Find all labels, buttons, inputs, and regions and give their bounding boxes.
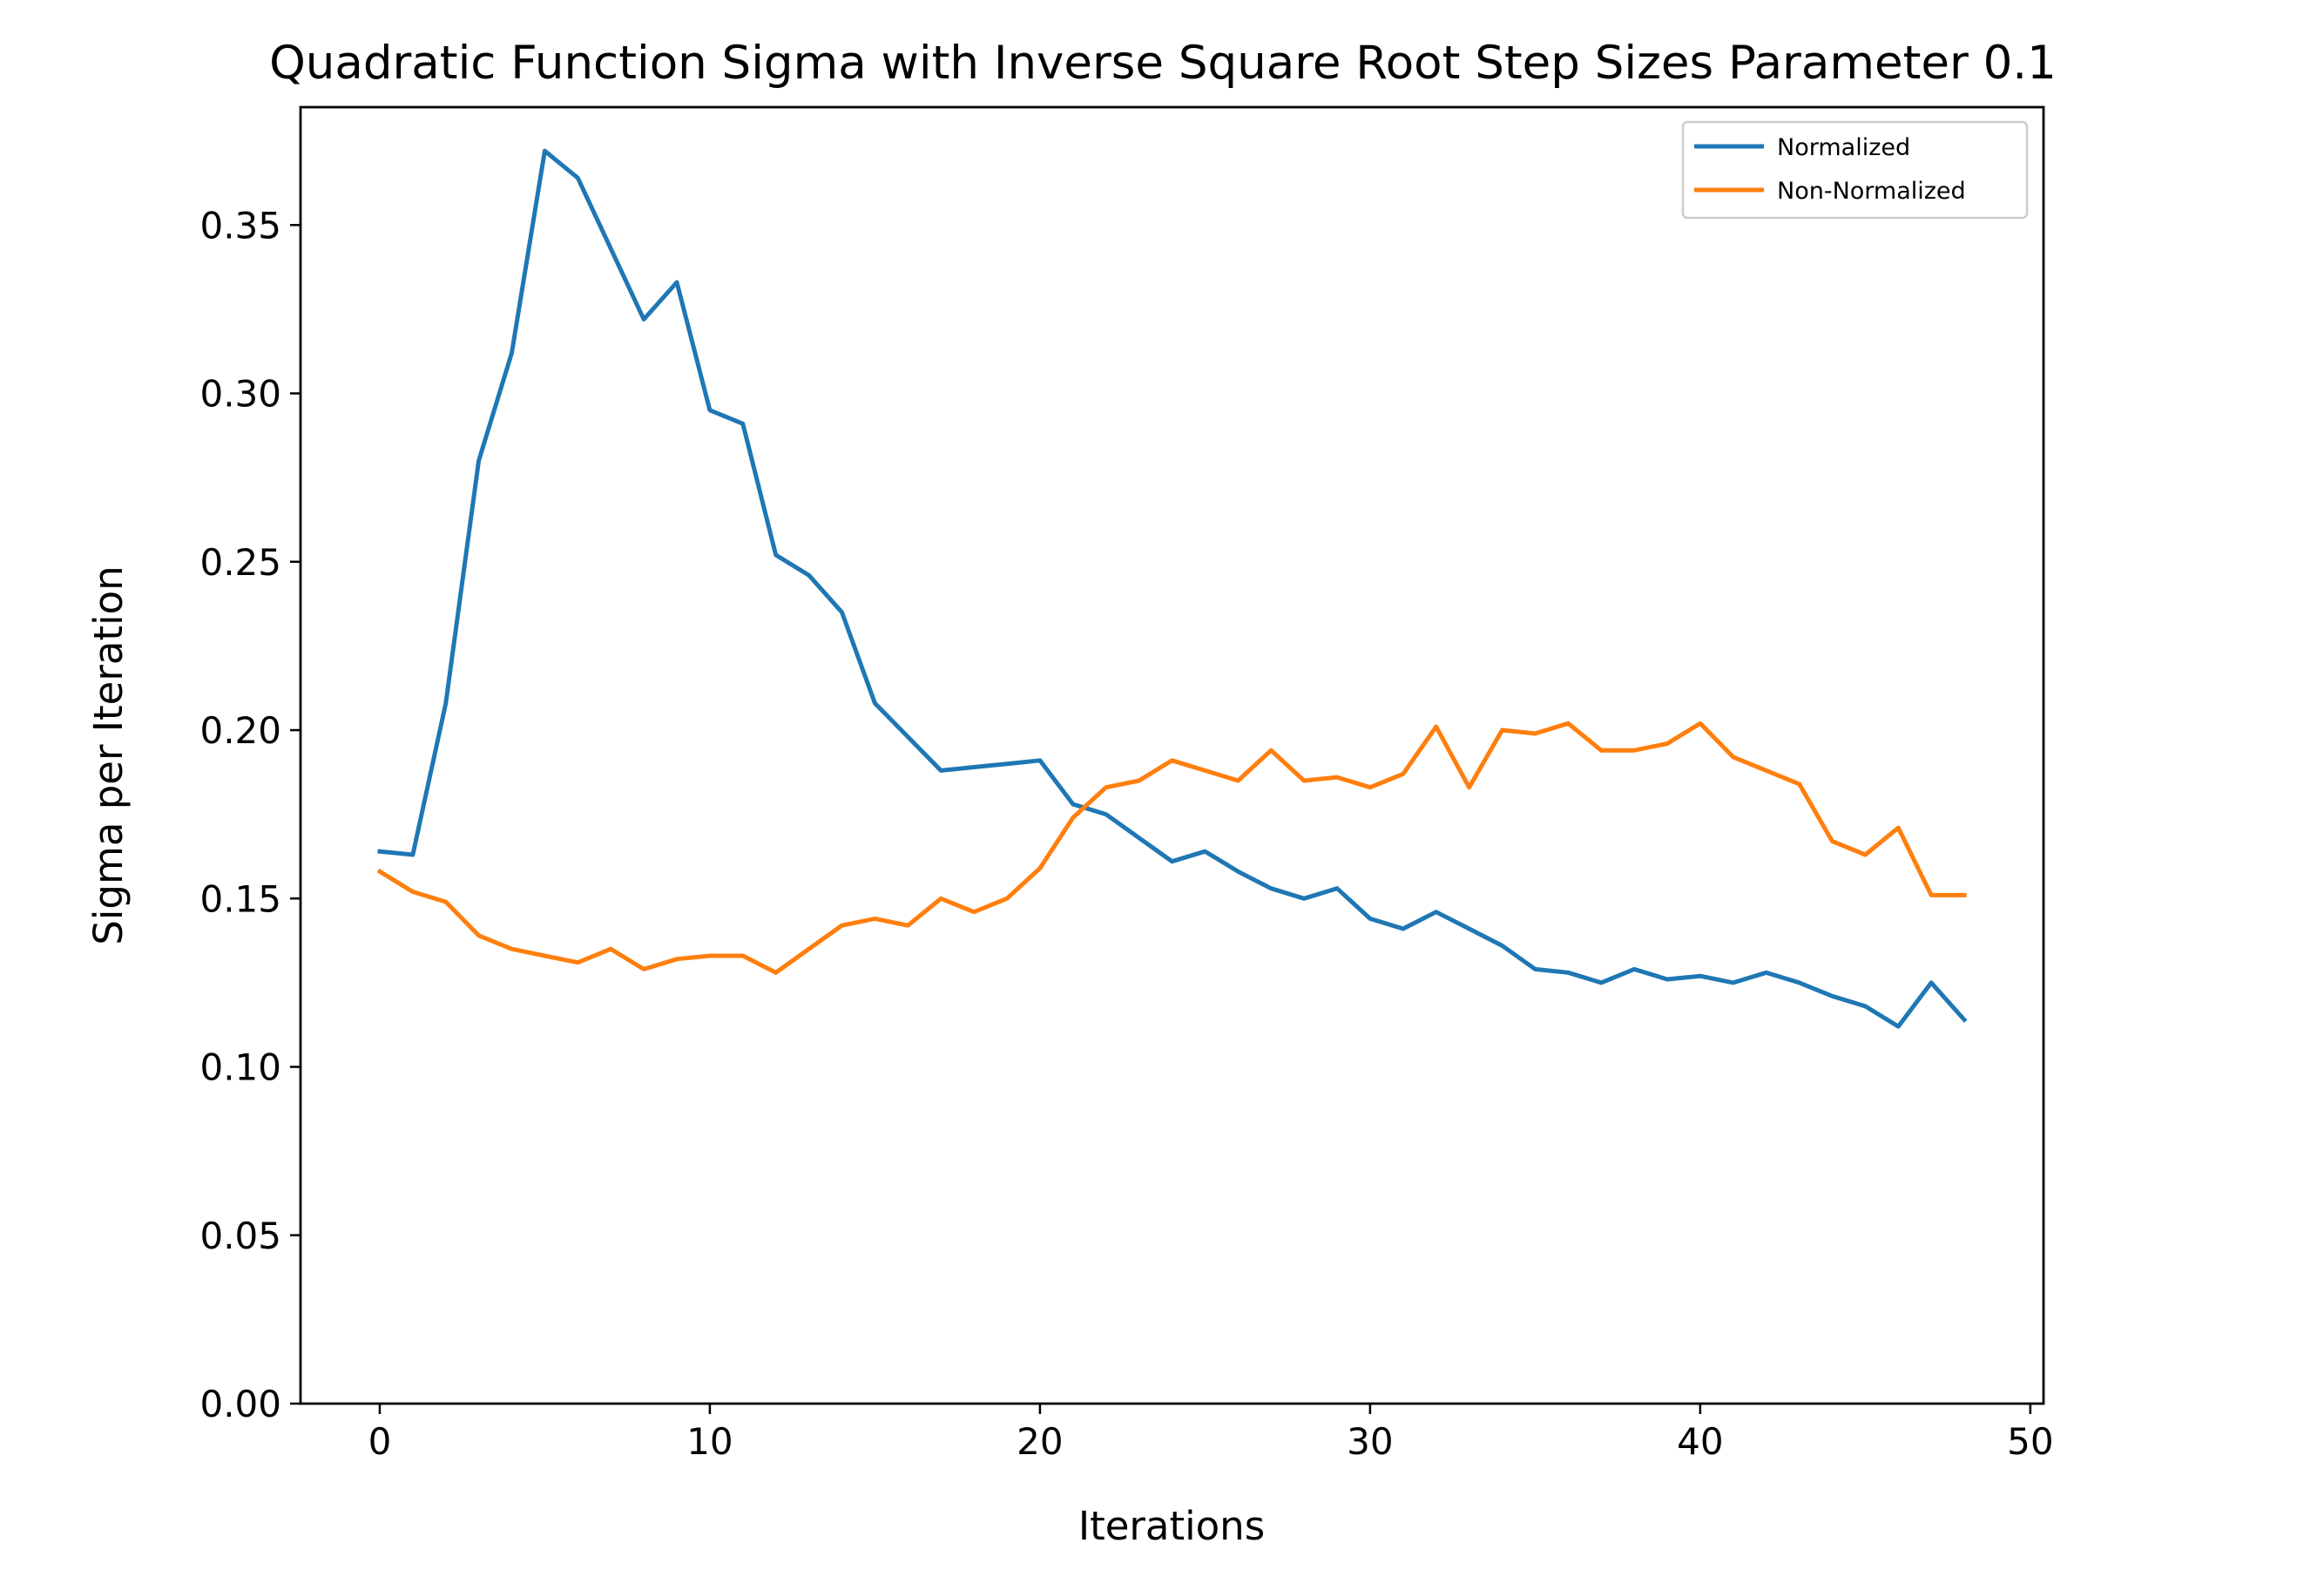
y-tick-label: 0.15: [199, 877, 281, 920]
x-tick-label: 10: [686, 1420, 733, 1463]
x-axis: 0 10 20 30 40 50: [368, 1404, 2054, 1463]
y-tick-label: 0.00: [199, 1383, 281, 1425]
y-tick-label: 0.30: [199, 373, 281, 416]
chart-title: Quadratic Function Sigma with Inverse Sq…: [269, 37, 2057, 90]
x-tick-label: 20: [1017, 1420, 1063, 1463]
series-line-non-normalized: [376, 721, 1967, 975]
x-tick-label: 30: [1347, 1420, 1393, 1463]
x-tick-label: 40: [1677, 1420, 1723, 1463]
y-axis: 0.00 0.05 0.10 0.15 0.20 0.25 0.30 0.35: [199, 204, 301, 1425]
y-tick-label: 0.35: [199, 204, 281, 247]
x-axis-label: Iterations: [1078, 1503, 1265, 1549]
legend: Normalized Non-Normalized: [1681, 120, 2029, 220]
legend-label: Non-Normalized: [1777, 178, 1966, 205]
legend-label: Normalized: [1777, 134, 1910, 161]
x-tick-label: 0: [368, 1420, 392, 1463]
y-axis-label: Sigma per Iteration: [85, 565, 132, 944]
series-layer: [376, 148, 1968, 1029]
legend-box: [1681, 120, 2029, 220]
y-tick-label: 0.20: [199, 709, 281, 752]
x-tick-label: 50: [2007, 1420, 2053, 1463]
series-line-normalized: [377, 148, 1968, 1029]
y-tick-label: 0.10: [199, 1046, 281, 1089]
y-tick-label: 0.05: [199, 1215, 281, 1257]
y-tick-label: 0.25: [199, 541, 281, 584]
plot-frame: [299, 105, 2045, 1405]
